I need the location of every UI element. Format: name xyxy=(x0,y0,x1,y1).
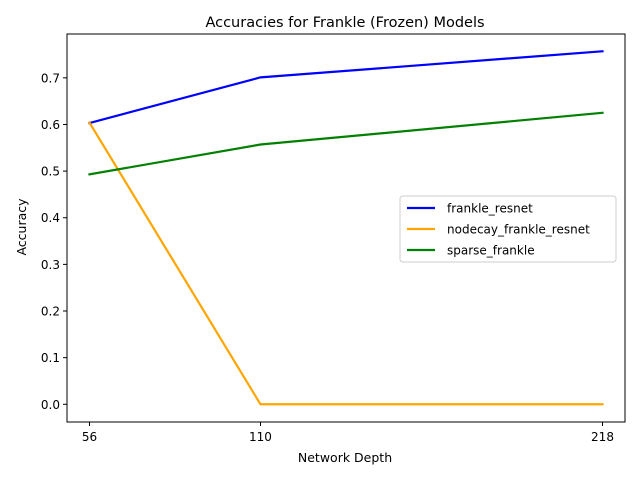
y-tick-label: 0.1 xyxy=(41,351,60,365)
x-tick-label: 56 xyxy=(82,430,97,444)
legend-label: frankle_resnet xyxy=(447,202,533,216)
legend-label: sparse_frankle xyxy=(447,244,535,258)
y-tick-label: 0.4 xyxy=(41,211,60,225)
y-tick-label: 0.2 xyxy=(41,305,60,319)
chart-title: Accuracies for Frankle (Frozen) Models xyxy=(205,15,484,31)
legend-label: nodecay_frankle_resnet xyxy=(447,223,590,237)
x-axis-label: Network Depth xyxy=(298,450,392,465)
legend: frankle_resnet nodecay_frankle_resnetspar… xyxy=(400,196,616,262)
y-tick-label: 0.3 xyxy=(41,258,60,272)
y-tick-label: 0.6 xyxy=(41,118,60,132)
y-tick-label: 0.7 xyxy=(41,71,60,85)
y-axis-label: Accuracy xyxy=(14,198,29,256)
y-tick-label: 0.0 xyxy=(41,398,60,412)
y-tick-label: 0.5 xyxy=(41,165,60,179)
x-tick-label: 218 xyxy=(591,430,614,444)
x-tick-label: 110 xyxy=(249,430,272,444)
